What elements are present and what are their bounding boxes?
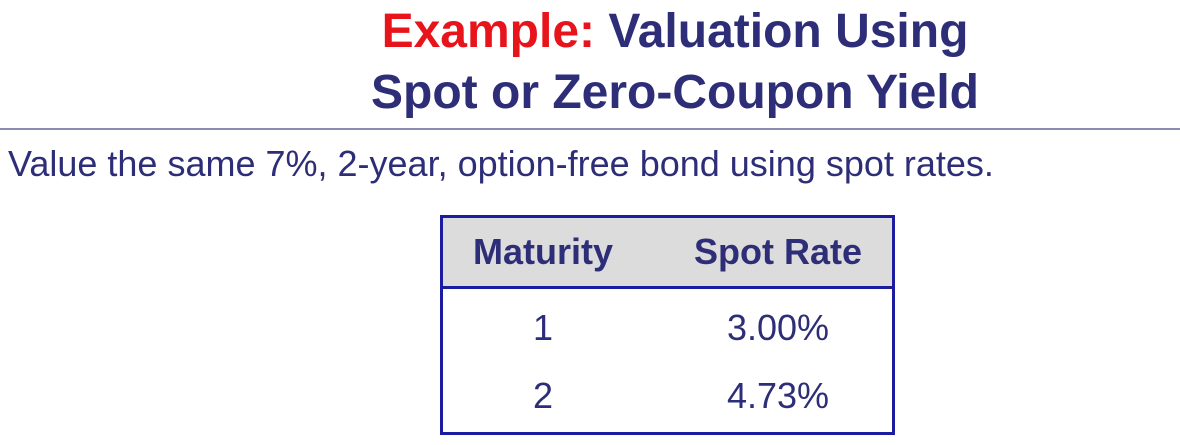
slide-title-line-2: Spot or Zero-Coupon Yield [371, 66, 979, 119]
header-spot-rate: Spot Rate [693, 231, 862, 272]
header-maturity: Maturity [472, 231, 613, 272]
table-cell-maturity-2: 2 [532, 375, 554, 416]
slide-subtitle: Value the same 7%, 2-year, option-free b… [8, 143, 994, 184]
title-divider [0, 128, 1180, 130]
table-cell-spot-rate-2: 4.73% [726, 375, 830, 416]
slide-title-line-1: Example: Valuation Using [0, 3, 1180, 61]
table-header-row: Maturity Spot Rate [443, 218, 892, 289]
table-cell-spot-rate-1: 3.00% [726, 307, 830, 348]
table-cell-maturity-1: 1 [532, 307, 554, 348]
title-line-1-text: Valuation Using [595, 5, 969, 58]
title-accent-label: Example: [381, 5, 596, 58]
spot-rate-table: Maturity Spot Rate 1 3.00% 2 4.73% [440, 215, 895, 435]
